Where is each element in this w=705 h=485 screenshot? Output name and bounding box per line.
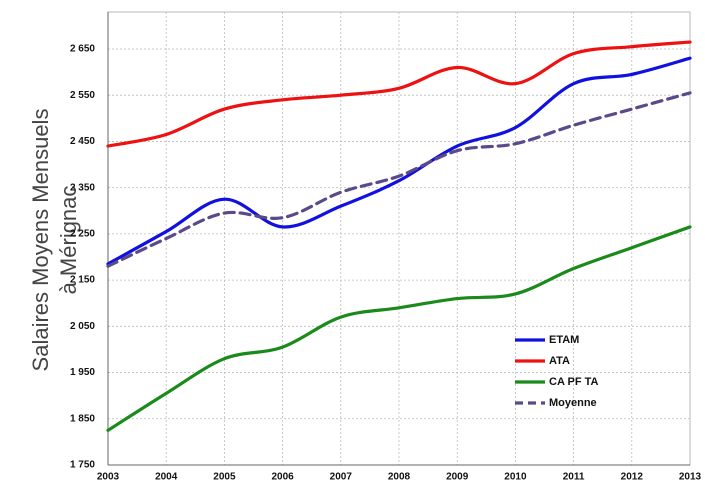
y-tick-label: 2 450 (70, 136, 95, 147)
y-tick-label: 2 650 (70, 44, 95, 55)
line-series (106, 40, 692, 148)
y-tick-label: 1 850 (70, 413, 95, 424)
line-series (106, 225, 692, 432)
x-tick-label: 2007 (330, 472, 353, 483)
x-tick-label: 2008 (388, 472, 411, 483)
x-tick-label: 2006 (271, 472, 294, 483)
x-tick-label: 2011 (563, 472, 585, 483)
line-series (106, 56, 692, 266)
y-axis-title: Salaires Moyens Mensuels (28, 109, 53, 372)
legend-label: ATA (549, 355, 570, 367)
y-tick-label: 1 950 (70, 367, 95, 378)
legend-label: ETAM (549, 334, 579, 346)
y-tick-label: 2 150 (70, 275, 95, 286)
x-tick-label: 2010 (504, 472, 527, 483)
x-tick-label: 2012 (621, 472, 644, 483)
y-axis-title: à Mérignac (56, 186, 81, 295)
legend-label: CA PF TA (549, 376, 599, 388)
x-tick-label: 2004 (155, 472, 178, 483)
x-tick-label: 2013 (679, 472, 702, 483)
line-series (106, 91, 692, 268)
y-tick-label: 2 350 (70, 182, 95, 193)
y-tick-label: 1 750 (70, 460, 95, 471)
legend-label: Moyenne (549, 397, 597, 409)
y-tick-label: 2 550 (70, 90, 95, 101)
y-tick-label: 2 050 (70, 321, 95, 332)
x-tick-label: 2005 (213, 472, 236, 483)
y-tick-label: 2 250 (70, 229, 95, 240)
x-tick-label: 2009 (446, 472, 469, 483)
x-tick-label: 2003 (97, 472, 120, 483)
